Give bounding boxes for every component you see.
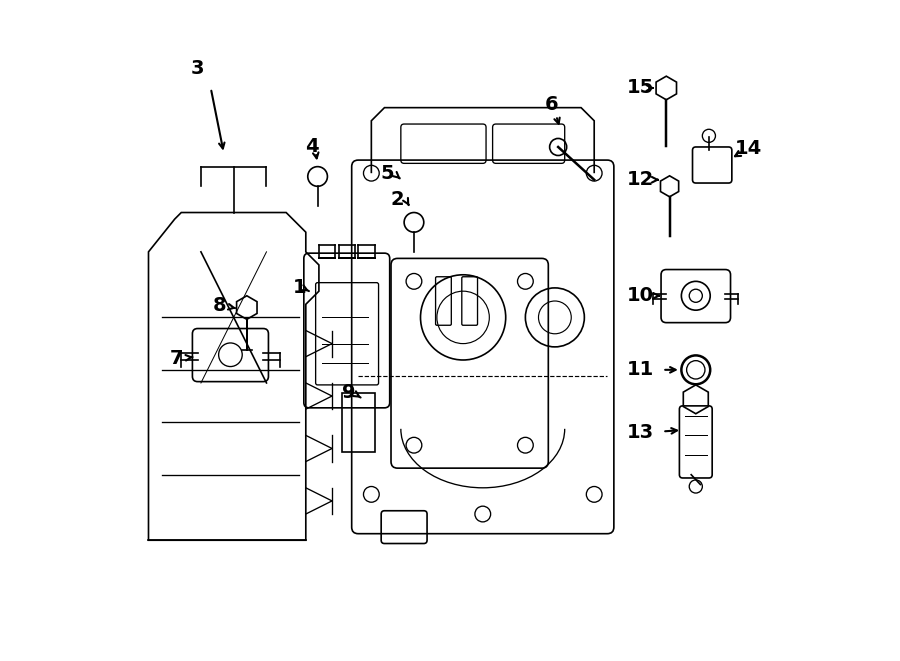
Text: 9: 9 (342, 383, 356, 403)
Text: 11: 11 (626, 360, 653, 379)
Text: 13: 13 (626, 422, 653, 442)
Text: 12: 12 (626, 171, 653, 189)
Text: 3: 3 (191, 59, 204, 78)
Text: 10: 10 (626, 286, 653, 305)
Text: 1: 1 (292, 278, 306, 297)
Text: 5: 5 (381, 164, 394, 182)
Text: 15: 15 (626, 79, 653, 97)
Text: 6: 6 (544, 95, 558, 114)
Text: 4: 4 (305, 137, 320, 157)
Text: 14: 14 (734, 139, 762, 158)
Text: 2: 2 (391, 190, 404, 209)
Text: 7: 7 (170, 348, 184, 368)
Text: 8: 8 (212, 296, 226, 315)
